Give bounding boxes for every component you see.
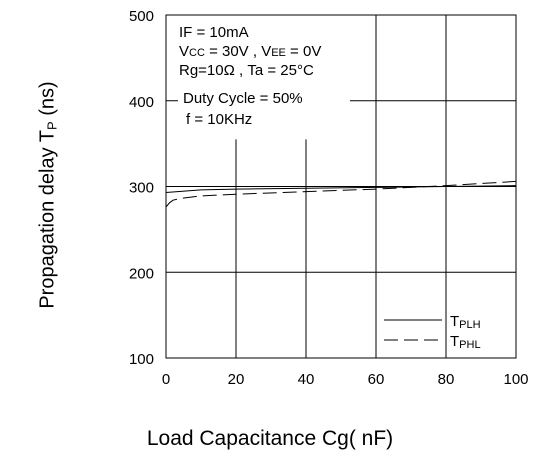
conditions-box: IF = 10mA VCC = 30V , VEE = 0V Rg=10Ω , Ta… [179, 24, 321, 128]
plot-frame [165, 14, 517, 359]
x-tick-label: 40 [298, 371, 315, 388]
y-tick-label: 100 [129, 351, 154, 368]
condition-line: Duty Cycle = 50% [183, 90, 303, 107]
x-tick-label: 20 [228, 371, 245, 388]
condition-line: f = 10KHz [186, 111, 252, 128]
condition-line: Rg=10Ω , Ta = 25°C [179, 62, 314, 79]
x-tick-label: 0 [162, 371, 170, 388]
grid [166, 15, 516, 358]
x-tick-label: 60 [368, 371, 385, 388]
series-line-tplh [165, 185, 517, 193]
x-tick-label: 100 [503, 371, 528, 388]
data-lines [165, 180, 517, 208]
condition-line: VCC = 30V , VEE = 0V [179, 43, 321, 60]
series-line-tphl [165, 180, 517, 208]
y-tick-label: 400 [129, 94, 154, 111]
legend-label-tplh: TPLH [450, 313, 481, 331]
condition-line: IF = 10mA [179, 24, 249, 41]
y-tick-label: 300 [129, 180, 154, 197]
y-tick-label: 200 [129, 265, 154, 282]
legend: TPLH TPHL [384, 313, 481, 351]
tick-labels: 0 20 40 60 80 100 100 200 300 400 500 [129, 8, 529, 388]
x-axis-label: Load Capacitance Cg( nF) [146, 427, 394, 450]
x-tick-label: 80 [438, 371, 455, 388]
y-tick-label: 500 [129, 8, 154, 25]
legend-label-tphl: TPHL [450, 333, 481, 351]
